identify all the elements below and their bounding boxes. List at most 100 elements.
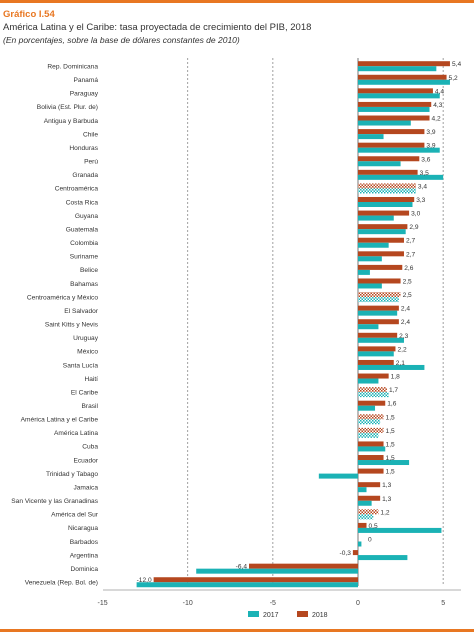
bar-2018 bbox=[153, 577, 358, 583]
data-label-2018: 5,4 bbox=[452, 61, 461, 68]
category-label: Santa Lucía bbox=[63, 362, 99, 369]
data-label-2018: 2,7 bbox=[406, 251, 415, 258]
bar-2017 bbox=[358, 242, 389, 248]
bar-2018 bbox=[358, 373, 389, 379]
category-label: México bbox=[77, 349, 98, 356]
category-label: Centroamérica y México bbox=[27, 294, 98, 301]
bar-2017 bbox=[358, 120, 411, 126]
bar-2017 bbox=[358, 297, 399, 303]
data-label-2018: -6,4 bbox=[236, 564, 248, 571]
bar-2017 bbox=[358, 310, 398, 316]
data-label-2018: 2,5 bbox=[403, 292, 412, 299]
bar-2017 bbox=[358, 188, 416, 194]
bar-2018 bbox=[358, 414, 384, 420]
bar-2018 bbox=[358, 101, 432, 107]
bar-2017 bbox=[358, 66, 437, 72]
category-label: Brasil bbox=[82, 403, 99, 410]
category-label: Honduras bbox=[69, 145, 98, 152]
bar-2017 bbox=[136, 582, 358, 588]
bar-2018 bbox=[358, 319, 399, 325]
bar-2017 bbox=[358, 419, 381, 425]
data-label-2018: 0,5 bbox=[369, 523, 378, 530]
bar-2017 bbox=[358, 432, 379, 438]
bar-2018 bbox=[358, 197, 415, 202]
bar-2017 bbox=[358, 134, 384, 140]
category-label: Argentina bbox=[70, 552, 99, 559]
bar-2018 bbox=[358, 468, 384, 474]
bar-2017 bbox=[196, 568, 358, 574]
bar-2018 bbox=[358, 522, 367, 528]
bar-2017 bbox=[358, 405, 376, 411]
bottom-accent-bar bbox=[0, 629, 474, 632]
category-label: Costa Rica bbox=[66, 199, 99, 206]
bar-2017 bbox=[358, 269, 370, 275]
data-label-2018: 1,5 bbox=[386, 455, 395, 462]
category-label: Bahamas bbox=[70, 281, 99, 288]
bar-2018 bbox=[358, 387, 387, 393]
data-label-2018: 1,5 bbox=[386, 428, 395, 435]
bar-2017 bbox=[358, 283, 382, 289]
x-tick-label: -10 bbox=[183, 600, 193, 607]
category-label: El Salvador bbox=[64, 308, 99, 315]
bar-2017 bbox=[358, 256, 382, 262]
bar-2017 bbox=[358, 487, 367, 493]
bar-2018 bbox=[358, 210, 410, 216]
bar-2018 bbox=[358, 74, 447, 80]
data-label-2018: 1,6 bbox=[387, 401, 396, 408]
data-label-2018: 3,5 bbox=[420, 170, 429, 177]
bar-2018 bbox=[358, 129, 425, 135]
bar-2018 bbox=[358, 509, 379, 515]
data-label-2018: 4,4 bbox=[435, 88, 444, 95]
data-label-2018: -12,0 bbox=[137, 577, 152, 584]
chart-title: América Latina y el Caribe: tasa proyect… bbox=[3, 22, 312, 33]
category-label: Perú bbox=[84, 159, 98, 166]
bar-2017 bbox=[358, 161, 401, 167]
data-label-2018: 2,5 bbox=[403, 278, 412, 285]
bar-2018 bbox=[358, 441, 384, 447]
category-label: Dominica bbox=[71, 566, 99, 573]
bar-2017 bbox=[358, 93, 440, 99]
category-label: San Vicente y las Granadinas bbox=[11, 498, 98, 505]
data-label-2018: 2,1 bbox=[396, 360, 405, 367]
graph-number: Gráfico I.54 bbox=[3, 9, 55, 20]
data-label-2018: 4,2 bbox=[432, 116, 441, 123]
bar-2017 bbox=[358, 541, 362, 547]
data-label-2018: 1,5 bbox=[386, 441, 395, 448]
bar-2017 bbox=[358, 229, 406, 235]
bar-2018 bbox=[358, 88, 433, 94]
legend-label-2017: 2017 bbox=[263, 612, 279, 619]
bar-2018 bbox=[358, 332, 398, 338]
data-label-2018: 1,3 bbox=[382, 482, 391, 489]
data-label-2018: 2,3 bbox=[399, 333, 408, 340]
category-label: América Latina y el Caribe bbox=[21, 417, 99, 424]
bar-2017 bbox=[358, 202, 413, 207]
category-label: Suriname bbox=[70, 254, 99, 261]
category-label: Cuba bbox=[82, 444, 98, 451]
bar-2018 bbox=[358, 183, 416, 189]
category-label: Venezuela (Rep. Bol. de) bbox=[25, 580, 98, 587]
category-label: El Caribe bbox=[71, 389, 98, 396]
data-label-2018: 2,2 bbox=[397, 346, 406, 353]
bar-2018 bbox=[358, 169, 418, 175]
data-label-2018: 2,4 bbox=[401, 306, 410, 313]
x-tick-label: -5 bbox=[270, 600, 276, 607]
data-label-2018: 2,4 bbox=[401, 319, 410, 326]
category-label: América del Sur bbox=[51, 512, 99, 519]
category-label: Jamaica bbox=[73, 484, 98, 491]
data-label-2018: 2,9 bbox=[409, 224, 418, 231]
category-label: Centroamérica bbox=[55, 186, 99, 193]
data-label-2018: 4,3 bbox=[433, 102, 442, 109]
bar-2018 bbox=[358, 495, 381, 501]
data-label-2018: 1,7 bbox=[389, 387, 398, 394]
category-label: Ecuador bbox=[73, 457, 98, 464]
category-label: Granada bbox=[72, 172, 98, 179]
bar-2017 bbox=[358, 351, 394, 357]
bar-2017 bbox=[358, 215, 394, 221]
data-label-2018: 3,3 bbox=[416, 197, 425, 204]
legend-swatch-2017 bbox=[248, 611, 259, 617]
data-label-2018: 0 bbox=[368, 537, 372, 544]
data-label-2018: 1,5 bbox=[386, 414, 395, 421]
bar-2017 bbox=[358, 174, 444, 180]
category-label: América Latina bbox=[54, 430, 98, 437]
